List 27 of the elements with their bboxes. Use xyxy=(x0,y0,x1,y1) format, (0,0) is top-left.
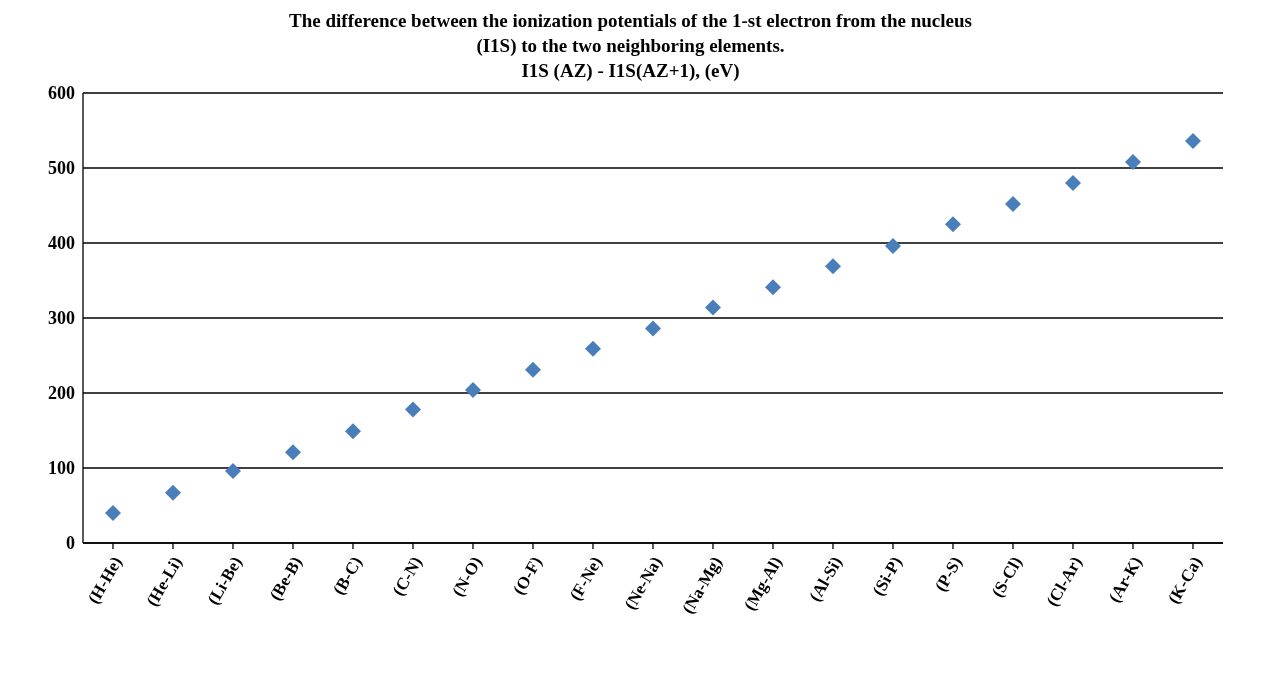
point xyxy=(765,279,781,296)
point xyxy=(1005,196,1021,212)
point xyxy=(1125,154,1141,170)
point xyxy=(705,299,721,316)
point xyxy=(525,361,541,378)
y-tick-label: 100 xyxy=(48,458,75,479)
point xyxy=(1185,133,1201,149)
point xyxy=(885,238,901,254)
point xyxy=(345,423,361,440)
point xyxy=(945,216,961,233)
point xyxy=(645,320,661,337)
y-tick-label: 600 xyxy=(48,83,75,104)
y-tick-label: 400 xyxy=(48,233,75,254)
y-tick-label: 500 xyxy=(48,158,75,179)
y-tick-label: 0 xyxy=(66,533,75,554)
point xyxy=(105,505,121,521)
point xyxy=(585,340,601,357)
point xyxy=(465,382,481,398)
point xyxy=(1065,175,1081,191)
y-tick-label: 300 xyxy=(48,308,75,329)
point xyxy=(285,444,301,461)
point xyxy=(405,401,421,418)
point xyxy=(165,484,181,501)
chart-title: The difference between the ionization potentials of the 1-st electron from the nucleus (I1S) to the two neighboring elements. I1S (AZ) - I1S(AZ+1), (eV) xyxy=(288,9,973,83)
y-tick-label: 200 xyxy=(48,383,75,404)
point xyxy=(225,463,241,479)
point xyxy=(825,258,841,275)
